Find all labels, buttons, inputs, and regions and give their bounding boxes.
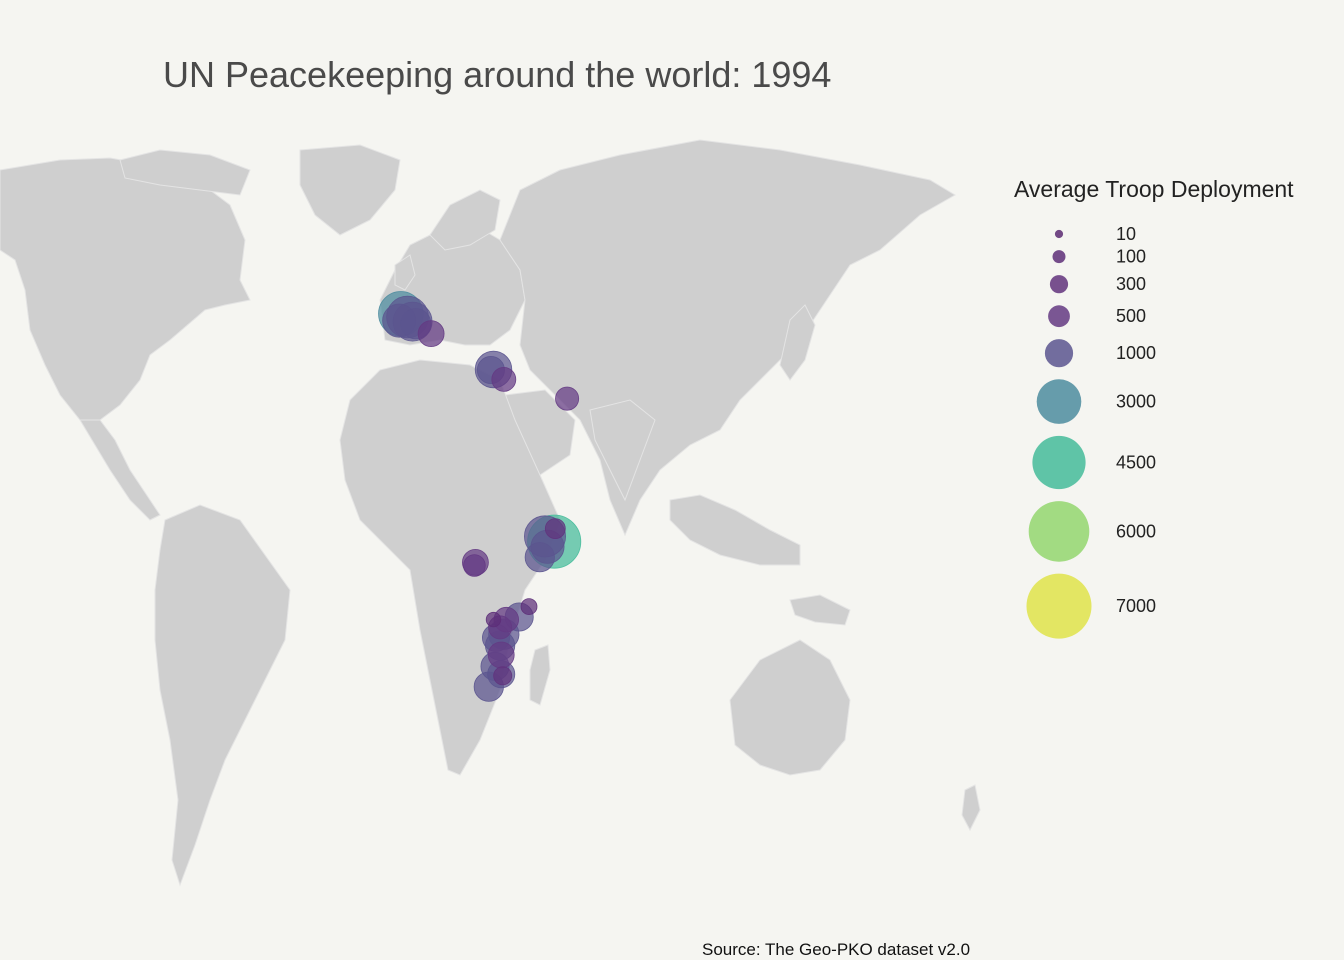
- land-masses: [0, 139, 981, 887]
- legend-title: Average Troop Deployment: [1014, 176, 1294, 202]
- deployment-point: [544, 518, 566, 539]
- land-japan: [779, 304, 816, 381]
- legend-key-label: 3000: [1116, 392, 1156, 412]
- legend-key-label: 500: [1116, 306, 1146, 326]
- map-title: UN Peacekeeping around the world: 1994: [163, 54, 832, 95]
- land-new-guinea: [789, 594, 851, 626]
- legend-key-circle: [1036, 379, 1082, 424]
- deployment-point: [485, 611, 502, 628]
- deployment-points: [378, 291, 582, 702]
- land-india: [589, 399, 656, 502]
- size-legend: Average Troop Deployment 10 100 300 500 1000…: [1014, 174, 1334, 754]
- deployment-point: [491, 366, 517, 392]
- land-uk: [394, 254, 416, 291]
- land-new-zealand: [961, 784, 981, 832]
- legend-key-label: 7000: [1116, 596, 1156, 616]
- deployment-point: [493, 666, 513, 686]
- deployment-point: [463, 554, 486, 577]
- land-central-america: [79, 419, 161, 521]
- deployment-point: [524, 542, 555, 573]
- legend-key-label: 1000: [1116, 343, 1156, 363]
- land-southeast-asia-islands: [669, 494, 801, 566]
- legend-key-label: 6000: [1116, 521, 1156, 541]
- land-north-america: [0, 157, 251, 421]
- deployment-point: [487, 641, 515, 669]
- legend-key-circle: [1049, 275, 1069, 294]
- legend-key-label: 300: [1116, 274, 1146, 294]
- land-australia: [729, 639, 851, 776]
- legend-key-circle: [1044, 339, 1074, 368]
- deployment-point: [520, 598, 538, 615]
- legend-key-circle: [1054, 229, 1064, 239]
- land-greenland: [299, 144, 401, 236]
- legend-key-circle: [1052, 250, 1066, 264]
- legend-key-circle: [1048, 305, 1070, 328]
- deployment-point: [555, 386, 580, 411]
- legend-key-label: 100: [1116, 247, 1146, 267]
- deployment-point: [417, 320, 445, 348]
- land-madagascar: [529, 644, 551, 706]
- legend-key-circle: [1028, 501, 1090, 562]
- legend-key-circle: [1032, 435, 1086, 490]
- legend-keys: 10 100 300 500 1000 3000 4500 6000 7000: [1026, 224, 1156, 639]
- legend-key-circle: [1026, 573, 1092, 639]
- source-caption: Source: The Geo-PKO dataset v2.0: [702, 940, 971, 959]
- land-arctic-islands: [119, 149, 251, 196]
- land-south-america: [154, 504, 291, 887]
- legend-key-label: 4500: [1116, 453, 1156, 473]
- land-asia: [499, 139, 956, 537]
- legend-key-label: 10: [1116, 224, 1136, 244]
- land-scandinavia: [429, 189, 501, 251]
